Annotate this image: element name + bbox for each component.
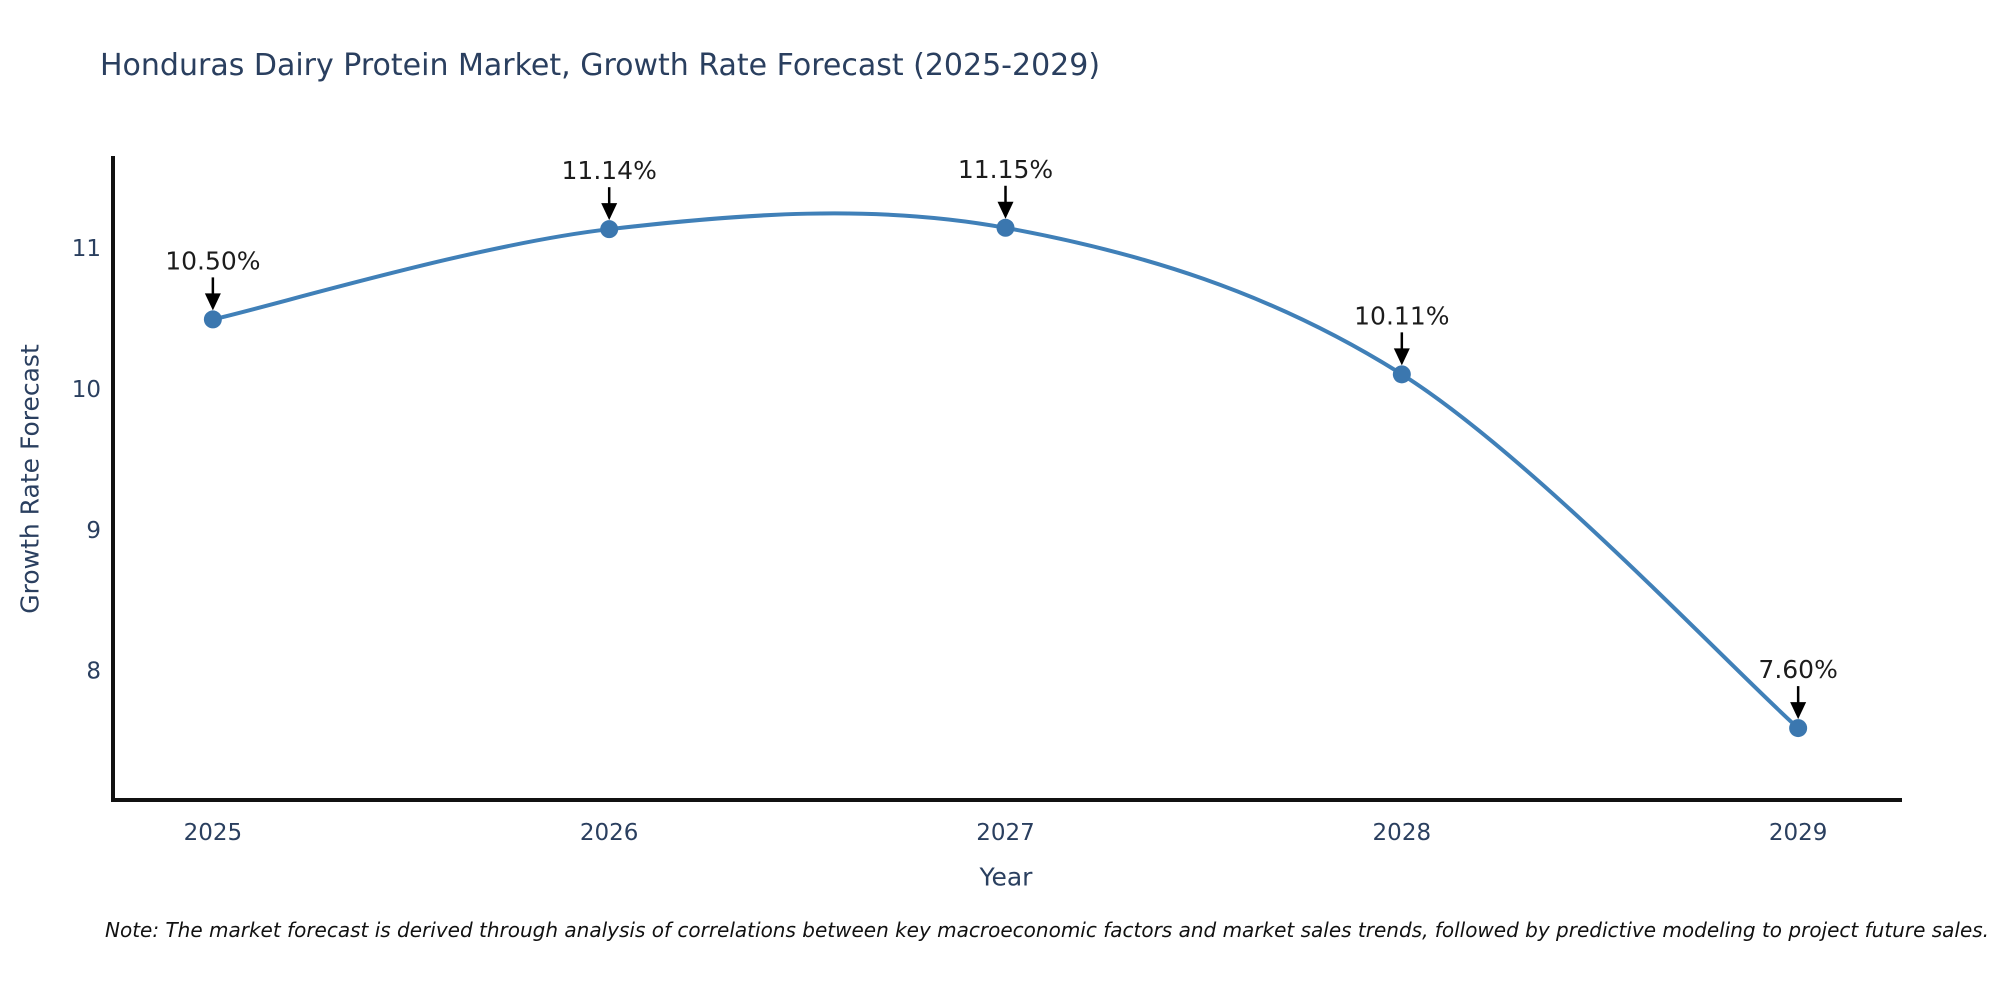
data-point-2025 bbox=[203, 310, 222, 329]
line-series bbox=[210, 211, 1801, 731]
annotation-label-2027: 11.15% bbox=[958, 155, 1053, 184]
x-axis-title: Year bbox=[979, 862, 1033, 892]
axis-lines bbox=[111, 156, 1902, 802]
x-tick-label-2028: 2028 bbox=[1373, 820, 1432, 846]
annotation-arrowhead-2029 bbox=[1790, 702, 1807, 720]
annotation-arrowhead-2026 bbox=[601, 203, 618, 221]
y-tick-label-10: 10 bbox=[72, 377, 101, 403]
annotation-label-2026: 11.14% bbox=[562, 156, 657, 185]
annotation-label-2025: 10.50% bbox=[165, 246, 260, 275]
data-point-2027 bbox=[996, 218, 1015, 237]
x-tick-label-2027: 2027 bbox=[976, 820, 1035, 846]
data-point-2026 bbox=[600, 220, 619, 239]
annotation-arrowhead-2028 bbox=[1393, 348, 1410, 366]
footnote: Note: The market forecast is derived thr… bbox=[105, 918, 1990, 942]
data-point-2029 bbox=[1789, 719, 1808, 738]
y-axis-title: Growth Rate Forecast bbox=[15, 344, 45, 614]
annotation-label-2029: 7.60% bbox=[1758, 655, 1837, 684]
x-tick-label-2025: 2025 bbox=[184, 820, 243, 846]
y-tick-label-11: 11 bbox=[72, 236, 101, 262]
data-point-2028 bbox=[1392, 365, 1411, 384]
x-tick-label-2029: 2029 bbox=[1769, 820, 1828, 846]
y-tick-label-9: 9 bbox=[86, 518, 101, 544]
y-tick-label-8: 8 bbox=[86, 659, 101, 685]
annotation-arrowhead-2025 bbox=[204, 293, 221, 311]
annotation-label-2028: 10.11% bbox=[1354, 301, 1449, 330]
chart-title: Honduras Dairy Protein Market, Growth Ra… bbox=[100, 48, 1101, 83]
annotation-arrowhead-2027 bbox=[997, 201, 1014, 219]
x-tick-label-2026: 2026 bbox=[580, 820, 639, 846]
